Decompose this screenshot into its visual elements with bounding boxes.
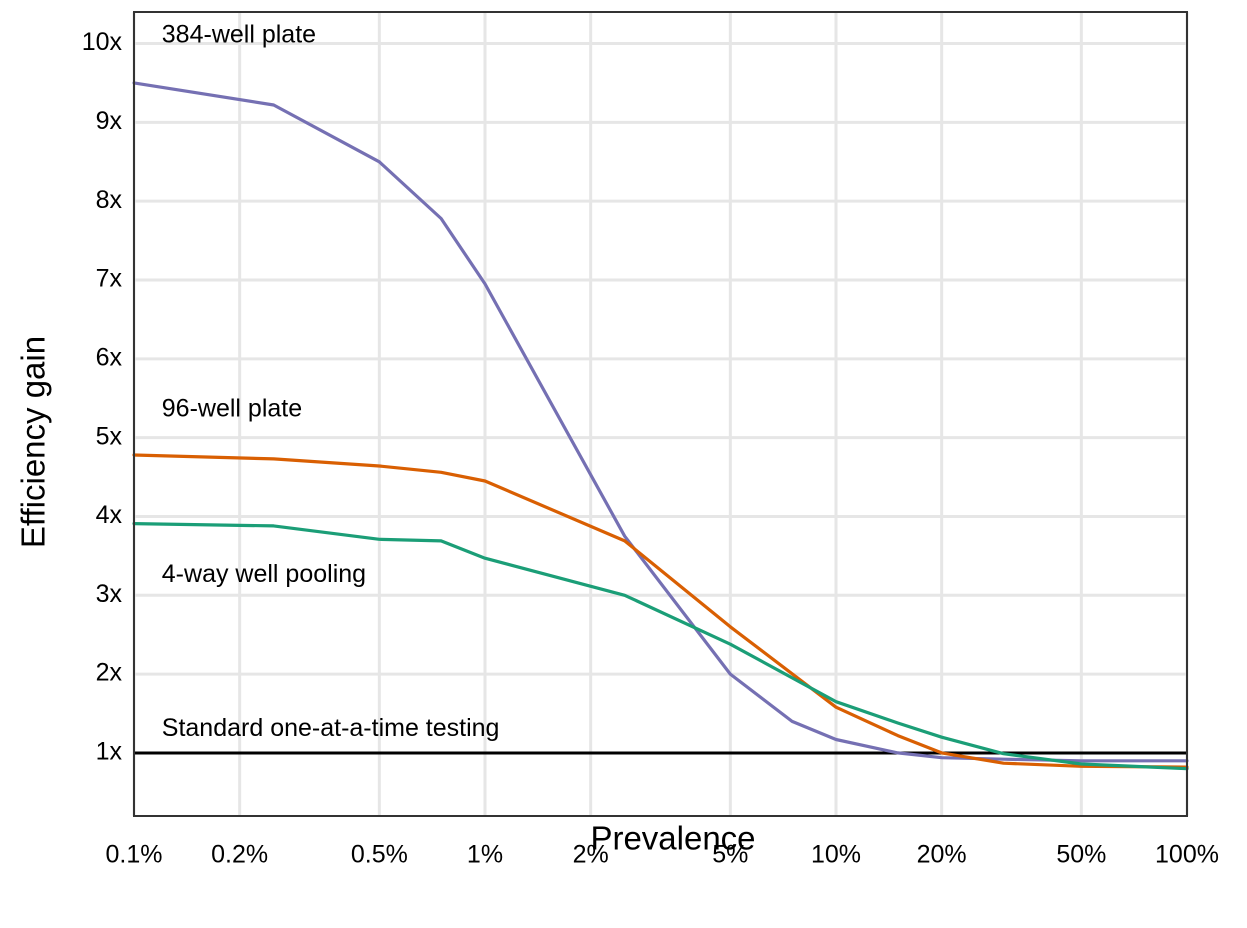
series-line-384-well-plate [132, 81, 1189, 763]
y-tick-label: 4x [96, 501, 123, 529]
series-line-96-well-plate [132, 453, 1189, 769]
x-tick-labels: 0.1% 0.2% 0.5% 1% 2% 5% 10% 20% 50% 100% [106, 841, 1219, 869]
x-tick-label: 10% [811, 841, 861, 869]
series-line-4-way-well-pooling [132, 521, 1189, 771]
x-tick-label: 50% [1056, 841, 1106, 869]
y-tick-label: 5x [96, 422, 123, 450]
x-tick-label: 0.5% [351, 841, 408, 869]
y-tick-label: 10x [82, 28, 123, 56]
y-axis-title: Efficiency gain [15, 336, 52, 548]
y-tick-label: 7x [96, 265, 123, 293]
annotation-label: 384-well plate [162, 20, 316, 48]
y-tick-label: 9x [96, 107, 123, 135]
plot-frame [133, 11, 1188, 817]
annotation-label: 96-well plate [162, 395, 302, 423]
y-tick-label: 2x [96, 659, 123, 687]
annotations: 384-well plate 96-well plate 4-way well po… [162, 20, 500, 742]
y-tick-labels: 1x 2x 3x 4x 5x 6x 7x 8x 9x 10x [82, 28, 123, 765]
y-tick-label: 8x [96, 186, 123, 214]
x-tick-label: 100% [1155, 841, 1219, 869]
series-lines [132, 81, 1189, 771]
y-tick-label: 6x [96, 343, 123, 371]
x-axis-title: Prevalence [590, 820, 755, 857]
x-tick-label: 1% [467, 841, 503, 869]
y-tick-label: 3x [96, 580, 123, 608]
x-tick-label: 2% [573, 841, 609, 869]
x-tick-label: 0.1% [106, 841, 163, 869]
annotation-label: 4-way well pooling [162, 560, 366, 588]
annotation-label: Standard one-at-a-time testing [162, 714, 500, 742]
y-tick-label: 1x [96, 738, 123, 766]
x-tick-label: 0.2% [211, 841, 268, 869]
x-tick-label: 20% [917, 841, 967, 869]
x-tick-label: 5% [712, 841, 748, 869]
